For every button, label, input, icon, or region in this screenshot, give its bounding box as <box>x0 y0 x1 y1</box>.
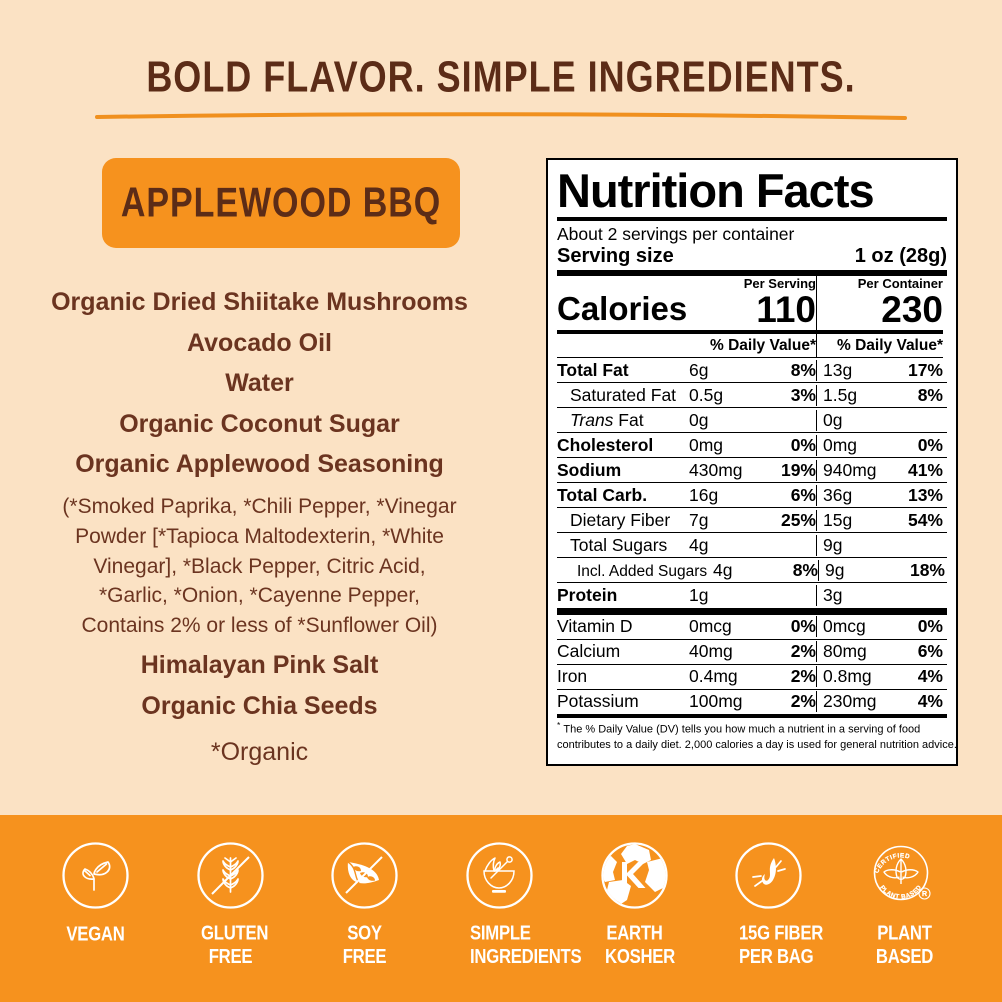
svg-text:R: R <box>922 891 927 898</box>
svg-text:PLANT BASED: PLANT BASED <box>878 884 923 901</box>
